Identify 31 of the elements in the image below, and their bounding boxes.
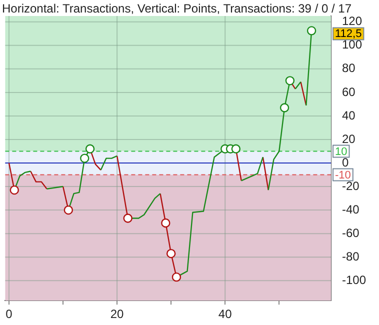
ref-line-label: -10	[335, 169, 351, 182]
ref-line-label: 10	[335, 146, 348, 158]
y-tick-label: 60	[342, 84, 356, 99]
y-tick-label: -100	[342, 272, 366, 287]
y-tick-label: -60	[342, 226, 360, 240]
point	[285, 76, 295, 86]
point	[280, 103, 290, 112]
y-tick-label: -80	[342, 249, 360, 264]
x-tick-label: 40	[218, 307, 232, 322]
y-tick-label: 40	[342, 108, 356, 122]
x-tick-label: 0	[6, 307, 13, 322]
y-tick-label: 100	[342, 38, 362, 52]
y-tick-label: 20	[342, 132, 356, 146]
point	[80, 154, 90, 163]
point	[10, 185, 19, 195]
point	[231, 144, 241, 154]
point	[306, 26, 316, 36]
point	[172, 272, 182, 282]
y-tick-label: -20	[342, 178, 360, 193]
point	[166, 248, 176, 258]
point	[161, 218, 170, 228]
y-tick-label: -40	[342, 202, 360, 216]
annotation: 112,5	[335, 28, 362, 40]
x-tick-label: 20	[110, 307, 124, 322]
y-tick-label: 80	[342, 61, 356, 76]
y-tick-label: 0	[342, 155, 349, 170]
chart-title: Horizontal: Transactions, Vertical: Points, Transactions: 39 / 0 / 17	[2, 1, 352, 16]
point	[64, 205, 74, 215]
point	[85, 144, 95, 154]
y-tick-label: 120	[342, 14, 362, 28]
point	[123, 214, 132, 223]
